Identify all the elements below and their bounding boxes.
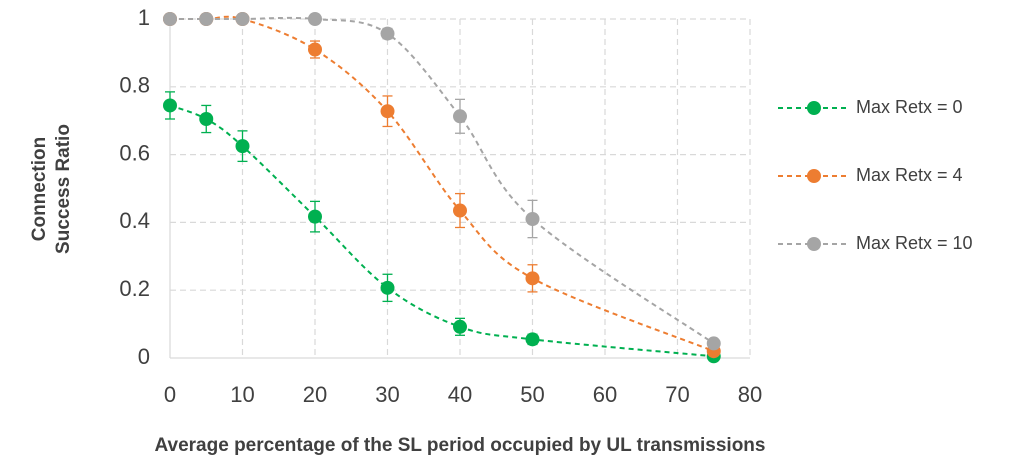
y-tick-label: 0.6 xyxy=(119,140,150,165)
legend-label: Max Retx = 10 xyxy=(856,233,973,253)
data-point xyxy=(453,109,467,124)
series-line xyxy=(169,16,715,345)
y-tick-label: 0 xyxy=(138,344,150,369)
data-point xyxy=(453,203,467,218)
data-point xyxy=(235,139,250,154)
x-tick-label: 30 xyxy=(375,382,399,407)
series-line xyxy=(169,15,715,353)
x-tick-label: 60 xyxy=(593,382,617,407)
y-axis-title: Connection xyxy=(29,137,50,242)
x-tick-label: 20 xyxy=(303,382,327,407)
series-line xyxy=(169,104,714,358)
legend-label: Max Retx = 0 xyxy=(856,97,963,117)
data-point xyxy=(163,12,177,26)
data-point xyxy=(308,12,322,26)
data-point xyxy=(308,209,322,224)
legend-marker xyxy=(807,169,821,183)
y-tick-label: 0.4 xyxy=(119,208,150,233)
data-point xyxy=(706,336,721,351)
data-point xyxy=(163,98,177,113)
data-point xyxy=(380,26,395,41)
data-point xyxy=(199,12,214,26)
data-point xyxy=(235,12,250,26)
x-tick-label: 50 xyxy=(520,382,544,407)
data-point xyxy=(380,104,395,119)
x-tick-label: 10 xyxy=(230,382,254,407)
legend-marker xyxy=(807,101,821,115)
legend-marker xyxy=(807,237,821,251)
x-tick-label: 80 xyxy=(738,382,762,407)
data-point xyxy=(380,280,395,295)
y-tick-label: 1 xyxy=(138,5,150,30)
x-tick-label: 0 xyxy=(164,382,176,407)
x-tick-label: 70 xyxy=(665,382,689,407)
data-point xyxy=(453,319,467,334)
legend-label: Max Retx = 4 xyxy=(856,165,963,185)
data-point xyxy=(525,271,540,286)
y-tick-label: 0.8 xyxy=(119,73,150,98)
data-point xyxy=(199,112,214,127)
data-point xyxy=(308,42,322,57)
x-axis-title: Average percentage of the SL period occu… xyxy=(155,435,766,456)
y-axis-title: Success Ratio xyxy=(53,124,74,254)
y-tick-label: 0.2 xyxy=(119,276,150,301)
x-tick-label: 40 xyxy=(448,382,472,407)
data-point xyxy=(525,212,540,227)
data-point xyxy=(525,332,540,347)
